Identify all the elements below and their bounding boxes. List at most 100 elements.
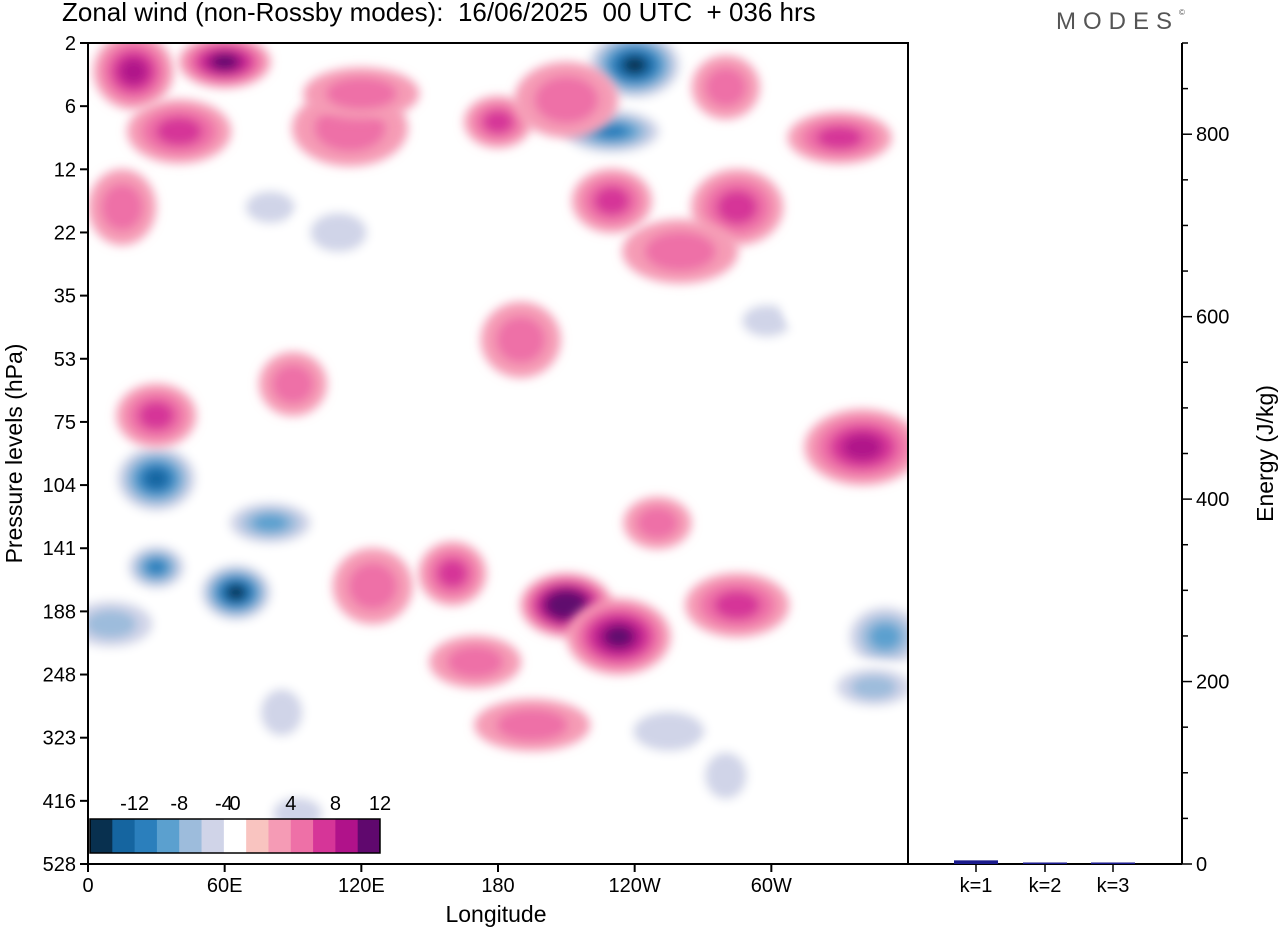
- contour-level: [260, 689, 303, 736]
- colorbar-label: -4: [215, 793, 233, 815]
- colorbar-label: 8: [330, 793, 341, 815]
- wind-anomaly-feature: [429, 635, 522, 688]
- wind-anomaly-feature: [480, 301, 561, 378]
- y-tick-label: 248: [43, 665, 76, 687]
- contour-level: [636, 506, 679, 539]
- contour-level: [782, 276, 875, 341]
- wind-anomaly-feature: [122, 541, 191, 594]
- colorbar-swatch: [179, 819, 203, 853]
- y-tick-label: 22: [54, 222, 76, 244]
- wind-anomaly-feature: [332, 548, 413, 625]
- colorbar-swatch: [357, 819, 381, 853]
- contour-level: [534, 76, 599, 124]
- contour-level: [704, 752, 747, 799]
- wind-anomaly-feature: [196, 560, 277, 625]
- wind-contour-field: [88, 43, 908, 864]
- x-tick-label: 120W: [609, 875, 661, 897]
- wind-anomaly-feature: [230, 181, 311, 234]
- contour-level: [742, 304, 792, 337]
- contour-level: [325, 77, 398, 110]
- contour-level: [842, 433, 883, 461]
- modes-logo-text: MODES: [1056, 8, 1180, 35]
- y-tick-label: 416: [43, 791, 76, 813]
- wind-anomaly-feature: [303, 67, 420, 120]
- heatmap-axes: 0 60E 120E 180 120W 60W 2 6 12 22 35 53 75 104 141 188 2…: [1, 33, 909, 927]
- y-tick-label: 6: [65, 96, 76, 118]
- copyright-mark: ©: [1179, 8, 1185, 17]
- contour-level: [146, 559, 167, 575]
- contour-level: [633, 711, 705, 752]
- contour-level: [556, 598, 577, 612]
- wind-anomaly-feature: [418, 541, 487, 606]
- wind-anomaly-feature: [566, 598, 671, 675]
- contour-level: [496, 316, 546, 364]
- contour-level: [88, 609, 137, 639]
- colorbar-swatch: [313, 819, 336, 853]
- y-tick-label: 104: [43, 475, 76, 497]
- x-tick-label: 60W: [751, 875, 792, 897]
- contour-level: [446, 645, 504, 678]
- wind-anomaly-feature: [474, 699, 591, 752]
- energy-bar-k3: [1091, 862, 1135, 864]
- contour-level: [869, 623, 902, 650]
- wind-anomaly-feature: [88, 169, 157, 246]
- contour-level: [850, 675, 897, 699]
- wind-anomaly-feature: [685, 573, 790, 638]
- wind-anomaly-feature: [691, 55, 760, 120]
- contour-level: [252, 513, 289, 533]
- energy-bar-k1: [954, 860, 998, 864]
- contour-level: [227, 585, 245, 600]
- bar-category-label: k=2: [1029, 875, 1062, 897]
- bar-category-label: k=3: [1097, 875, 1130, 897]
- wind-anomaly-feature: [93, 43, 174, 110]
- y-tick-label: 75: [54, 412, 76, 434]
- contour-level: [644, 231, 716, 272]
- wind-anomaly-feature: [218, 496, 323, 549]
- wind-anomaly-feature: [259, 352, 327, 417]
- contour-level: [211, 54, 238, 70]
- wind-anomaly-feature: [464, 95, 532, 148]
- y-tick-label: 35: [54, 286, 76, 308]
- wind-anomaly-feature: [623, 496, 692, 549]
- colorbar-swatch: [268, 819, 292, 853]
- colorbar-label: 12: [369, 793, 391, 815]
- chart-title: Zonal wind (non-Rossby modes): 16/06/202…: [62, 0, 816, 27]
- bar-category-label: k=1: [960, 875, 993, 897]
- colorbar-frame: [89, 818, 381, 854]
- wind-anomaly-feature: [292, 200, 385, 265]
- y-tick-label: 2: [65, 33, 76, 55]
- x-tick-label: 60E: [207, 875, 243, 897]
- y-tick-label: 53: [54, 349, 76, 371]
- wind-anomaly-feature: [178, 43, 271, 88]
- energy-tick-label: 600: [1196, 307, 1229, 329]
- y-axis-title: Pressure levels (hPa): [1, 344, 27, 564]
- y-tick-label: 323: [43, 728, 76, 750]
- wind-anomaly-feature: [622, 219, 739, 284]
- contour-level: [272, 364, 314, 404]
- wind-anomaly-feature: [610, 699, 727, 764]
- wind-anomaly-feature: [247, 674, 316, 751]
- colorbar-swatch: [223, 819, 247, 853]
- wind-anomaly-feature: [514, 61, 619, 138]
- contour-level: [245, 191, 295, 224]
- wind-anomaly-feature: [804, 409, 908, 486]
- contour-level: [595, 123, 629, 139]
- energy-tick-label: 800: [1196, 124, 1229, 146]
- colorbar-label: 0: [229, 793, 240, 815]
- colorbar-legend: -12 -8 -40 4 8 12: [89, 793, 391, 854]
- y-tick-label: 188: [43, 601, 76, 623]
- x-tick-label: 120E: [338, 875, 385, 897]
- colorbar-label: 4: [285, 793, 296, 815]
- contour-level: [623, 57, 646, 74]
- contour-level: [704, 67, 747, 107]
- contour-level: [156, 117, 203, 146]
- colorbar-label: -8: [170, 793, 188, 815]
- wind-anomaly-feature: [787, 111, 892, 164]
- x-tick-label: 0: [82, 875, 93, 897]
- wind-anomaly-feature: [88, 592, 169, 657]
- wind-anomaly-feature: [127, 99, 232, 164]
- modes-logo: MODES©: [1056, 8, 1185, 36]
- energy-tick-label: 0: [1196, 854, 1207, 876]
- wind-anomaly-feature: [110, 440, 203, 517]
